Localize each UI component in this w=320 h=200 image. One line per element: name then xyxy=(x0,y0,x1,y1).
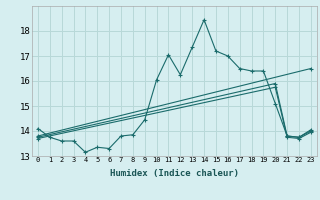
X-axis label: Humidex (Indice chaleur): Humidex (Indice chaleur) xyxy=(110,169,239,178)
